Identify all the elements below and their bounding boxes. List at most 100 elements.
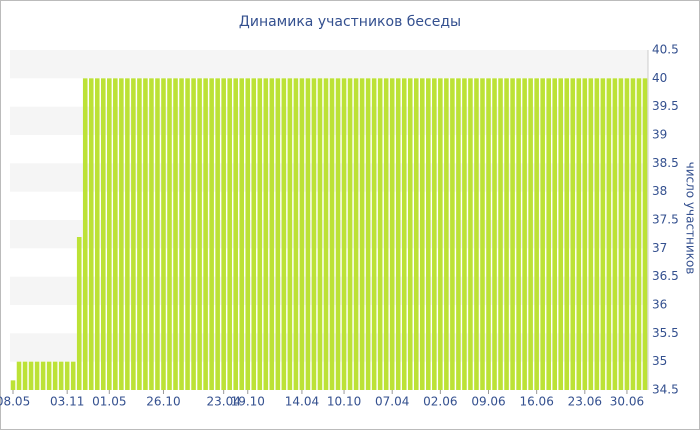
bar <box>239 78 245 390</box>
bar <box>528 78 533 390</box>
bar <box>76 237 82 390</box>
bar <box>588 78 594 390</box>
x-tick-label: 09.06 <box>471 395 505 409</box>
bar <box>58 361 64 390</box>
bar <box>233 78 238 390</box>
bar <box>185 78 190 390</box>
bar <box>275 78 281 390</box>
bar <box>522 78 527 390</box>
bar <box>389 78 395 390</box>
bar <box>137 78 142 390</box>
grid-band <box>10 220 648 249</box>
bar <box>263 78 269 390</box>
grid-band <box>10 333 648 362</box>
bar <box>227 78 232 390</box>
bar <box>456 78 461 390</box>
bar <box>450 78 455 390</box>
bar <box>606 78 612 390</box>
bar <box>420 78 425 390</box>
bar <box>570 78 576 390</box>
bar <box>582 78 588 390</box>
bar <box>600 78 606 390</box>
bar <box>359 78 365 390</box>
bar <box>317 78 323 390</box>
x-tick-label: 30.06 <box>610 395 644 409</box>
bar <box>395 78 401 390</box>
bar <box>516 78 521 390</box>
x-tick-label: 01.05 <box>92 395 126 409</box>
bar <box>540 78 545 390</box>
bar <box>173 78 178 390</box>
bar <box>377 78 383 390</box>
grid-band <box>10 163 648 192</box>
bar <box>125 78 130 390</box>
bar <box>552 78 557 390</box>
bar <box>401 78 407 390</box>
bar <box>371 78 377 390</box>
bar <box>197 78 202 390</box>
bar <box>10 380 16 390</box>
bar <box>413 78 419 390</box>
x-tick-label: 23.04 <box>206 395 240 409</box>
bar <box>407 78 413 390</box>
bar <box>155 78 160 390</box>
bar <box>618 78 624 390</box>
y-tick-label: 40 <box>652 71 667 85</box>
x-tick-label: 16.06 <box>519 395 553 409</box>
bar <box>468 78 473 390</box>
x-tick-label: 02.06 <box>423 395 457 409</box>
bar <box>462 78 467 390</box>
bar <box>323 78 329 390</box>
bar <box>131 78 136 390</box>
bar <box>299 78 305 390</box>
bar <box>576 78 582 390</box>
x-tick-label: 14.04 <box>285 395 319 409</box>
bar <box>329 78 335 390</box>
x-tick-label: 03.11 <box>50 395 84 409</box>
bar <box>486 78 491 390</box>
bar <box>353 78 359 390</box>
bar <box>209 78 214 390</box>
bar <box>365 78 371 390</box>
y-axis-title: число участников <box>684 162 698 275</box>
bar <box>383 78 389 390</box>
bar <box>28 361 34 390</box>
bar <box>335 78 341 390</box>
bar <box>341 78 347 390</box>
bar <box>612 78 618 390</box>
bar <box>179 78 184 390</box>
bar <box>432 78 437 390</box>
bar <box>167 78 172 390</box>
bar <box>16 361 22 390</box>
bar <box>510 78 515 390</box>
y-tick-label: 35 <box>652 354 667 368</box>
bar <box>624 78 630 390</box>
x-tick-label: 07.04 <box>375 395 409 409</box>
y-tick-label: 37 <box>652 241 667 255</box>
y-tick-label: 38.5 <box>652 156 679 170</box>
bar <box>504 78 509 390</box>
bar <box>245 78 251 390</box>
bar <box>191 78 196 390</box>
bar <box>594 78 600 390</box>
bar <box>215 78 220 390</box>
bar <box>143 78 148 390</box>
bar <box>492 78 497 390</box>
bar <box>498 78 503 390</box>
y-tick-label: 40.5 <box>652 43 679 57</box>
bar <box>438 78 443 390</box>
bar <box>426 78 431 390</box>
bar <box>94 78 100 390</box>
y-tick-label: 35.5 <box>652 326 679 340</box>
bar <box>40 361 46 390</box>
bar <box>534 78 539 390</box>
bar <box>558 78 564 390</box>
bar <box>221 78 226 390</box>
bar <box>82 78 88 390</box>
x-tick-label: 19.10 <box>231 395 265 409</box>
x-tick-label: 10.10 <box>327 395 361 409</box>
bar <box>101 78 106 390</box>
y-tick-label: 36 <box>652 298 667 312</box>
bar <box>22 361 28 390</box>
bar <box>287 78 293 390</box>
